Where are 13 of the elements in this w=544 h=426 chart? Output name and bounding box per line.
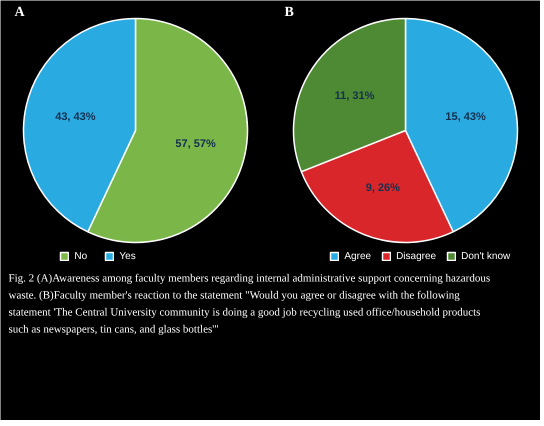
data-label: 11, 31% bbox=[334, 90, 375, 102]
caption: Fig. 2 (A)Awareness among faculty members regarding internal administrative support concerning hazardous waste. (B)Faculty member's reaction to the statement "Would you agree or disagree with the following statement 'The Central University community is doing a good job recycling used office/household products such as newspapers, tin cans, and glass bottles'" bbox=[8, 272, 490, 336]
chart-title: B bbox=[284, 5, 294, 20]
legend-label: Disagree bbox=[396, 250, 436, 262]
data-label: 57, 57% bbox=[175, 138, 216, 150]
data-label: 43, 43% bbox=[55, 111, 96, 124]
legend-label: No bbox=[74, 250, 88, 262]
legend-label: Don't know bbox=[461, 250, 510, 262]
data-label: 15, 43% bbox=[445, 111, 486, 124]
chart-title: A bbox=[14, 5, 26, 20]
legend-label: Yes bbox=[119, 250, 137, 262]
data-label: 9, 26% bbox=[366, 182, 400, 194]
legend-label: Agree bbox=[344, 250, 372, 262]
